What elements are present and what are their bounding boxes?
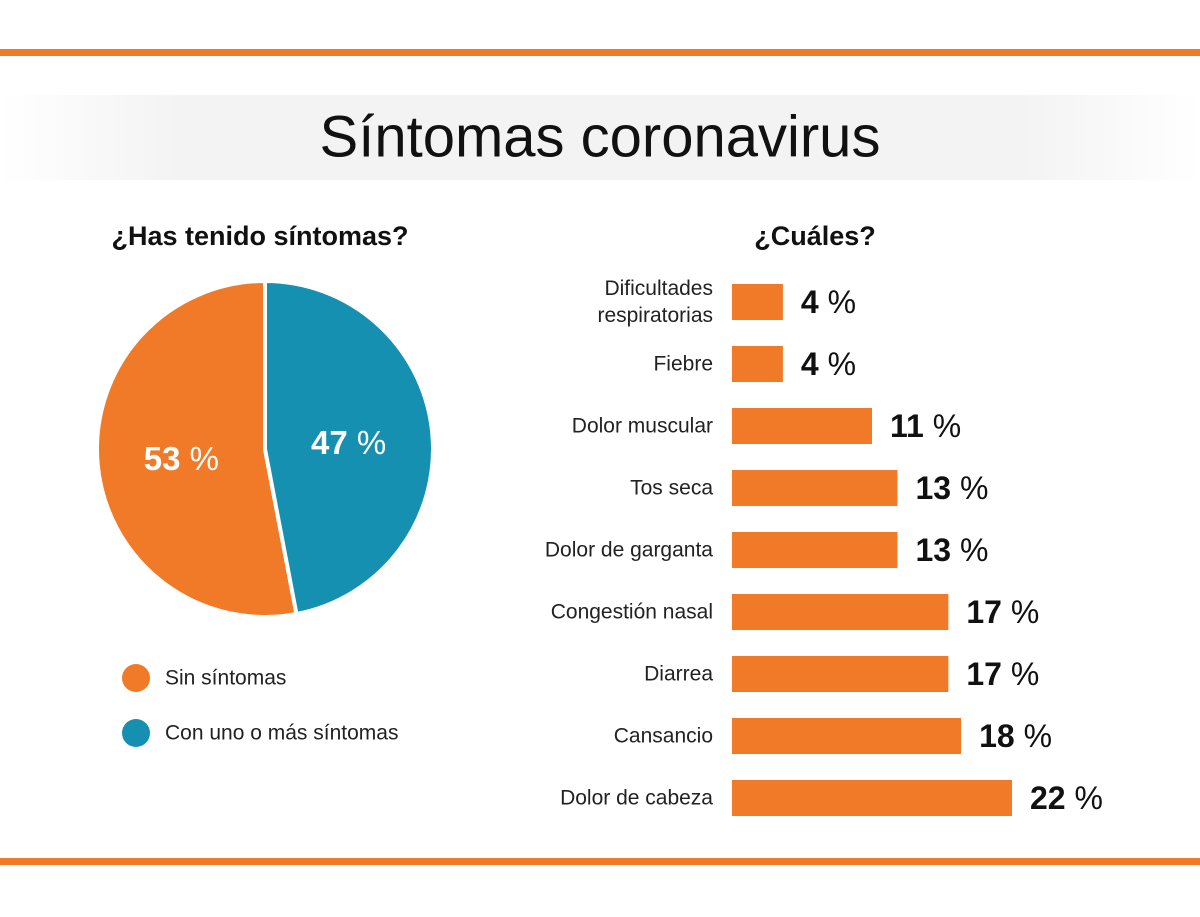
pie-value-label: 53 % bbox=[144, 440, 219, 477]
bar bbox=[732, 656, 949, 692]
bar-value-label: 18 % bbox=[979, 718, 1052, 754]
bar bbox=[732, 718, 962, 754]
bar bbox=[732, 532, 898, 568]
pie-title: ¿Has tenido síntomas? bbox=[111, 221, 408, 251]
top-rule bbox=[0, 49, 1200, 56]
bar-value-label: 4 % bbox=[801, 346, 856, 382]
category-label: Cansancio bbox=[613, 724, 713, 748]
legend-swatch bbox=[122, 719, 150, 747]
pie-value-label: 47 % bbox=[311, 424, 386, 461]
bar-value-label: 13 % bbox=[915, 532, 988, 568]
pie-slice bbox=[263, 278, 435, 617]
bar-value-label: 17 % bbox=[966, 656, 1039, 692]
legend-swatch bbox=[122, 664, 150, 692]
category-label: Tos seca bbox=[630, 476, 713, 500]
bar bbox=[732, 408, 872, 444]
bar bbox=[732, 470, 898, 506]
bar bbox=[732, 594, 949, 630]
legend-label: Con uno o más síntomas bbox=[165, 722, 398, 745]
bar-value-label: 11 % bbox=[890, 408, 961, 444]
bar bbox=[732, 346, 783, 382]
category-label: Dolor muscular bbox=[571, 414, 713, 438]
category-label: Dificultades respiratorias bbox=[597, 277, 713, 327]
bar bbox=[732, 780, 1012, 816]
legend-label: Sin síntomas bbox=[165, 667, 286, 690]
page-title: Síntomas coronavirus bbox=[320, 104, 881, 169]
category-label: Dolor de garganta bbox=[544, 538, 713, 562]
category-label: Dolor de cabeza bbox=[560, 786, 713, 810]
bar bbox=[732, 284, 783, 320]
bar-value-label: 17 % bbox=[966, 594, 1039, 630]
category-label: Diarrea bbox=[644, 662, 713, 686]
category-label: Congestión nasal bbox=[550, 600, 713, 624]
title-band bbox=[0, 95, 1200, 180]
category-label: Fiebre bbox=[653, 352, 713, 376]
bottom-rule bbox=[0, 858, 1200, 865]
bar-value-label: 13 % bbox=[915, 470, 988, 506]
bar-value-label: 22 % bbox=[1030, 780, 1103, 816]
bar-title: ¿Cuáles? bbox=[754, 221, 876, 251]
pie-slice bbox=[95, 278, 299, 619]
bar-value-label: 4 % bbox=[801, 284, 856, 320]
